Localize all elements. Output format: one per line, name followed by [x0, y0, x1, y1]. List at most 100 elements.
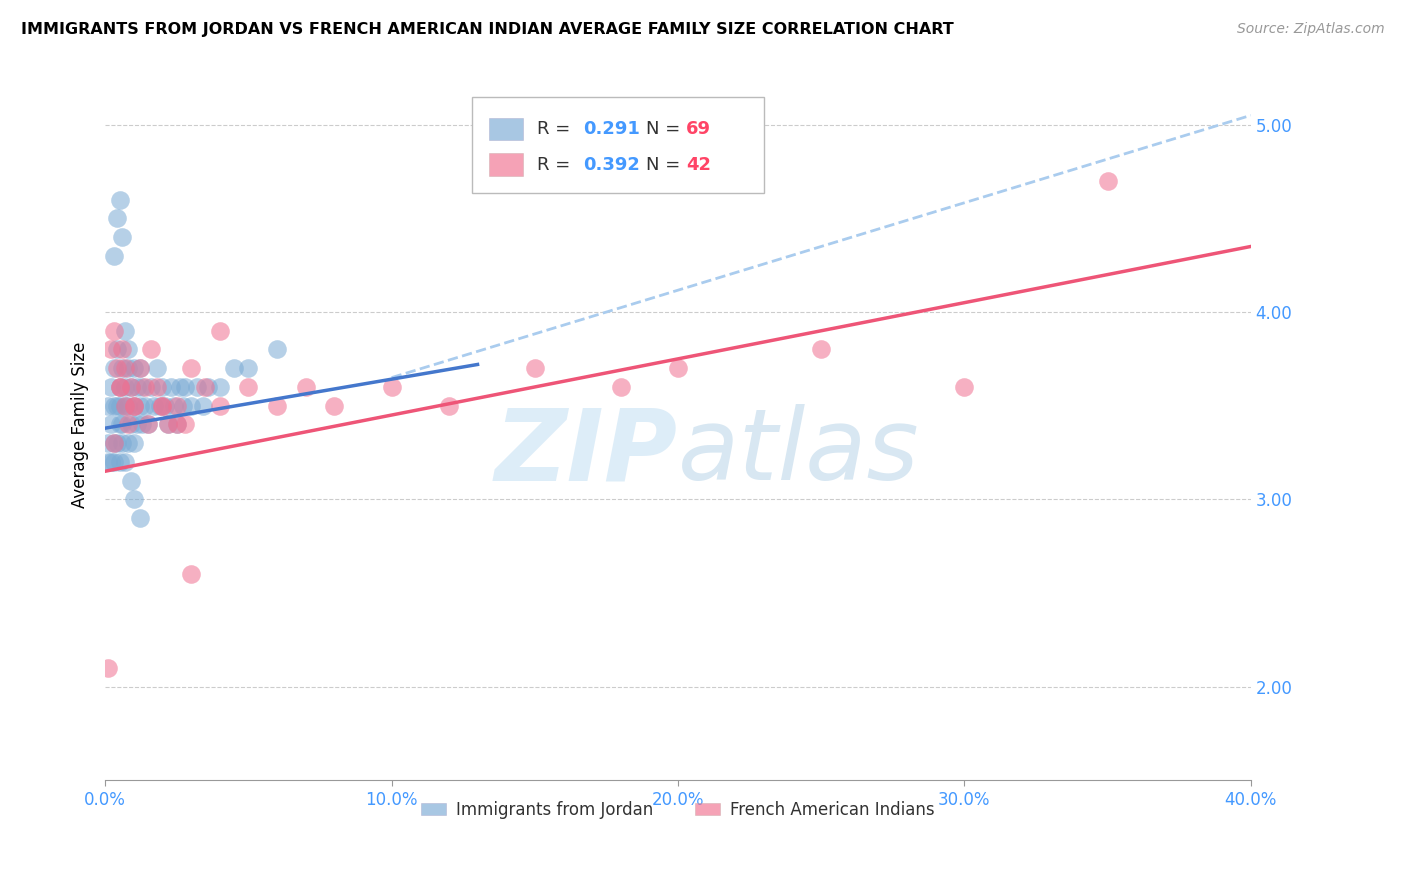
Point [191, 399, 214, 413]
Point [108, 380, 131, 394]
Point [139, 343, 162, 357]
Text: Source: ZipAtlas.com: Source: ZipAtlas.com [1237, 22, 1385, 37]
Point [152, 399, 174, 413]
Point [128, 361, 150, 376]
Point [97, 436, 120, 450]
Point [103, 361, 125, 376]
Point [117, 361, 139, 376]
Point [122, 399, 145, 413]
Point [117, 417, 139, 432]
Point [122, 399, 145, 413]
Point [122, 361, 145, 376]
Point [103, 399, 125, 413]
Point [128, 361, 150, 376]
Point [134, 380, 156, 394]
Text: IMMIGRANTS FROM JORDAN VS FRENCH AMERICAN INDIAN AVERAGE FAMILY SIZE CORRELATION: IMMIGRANTS FROM JORDAN VS FRENCH AMERICA… [21, 22, 953, 37]
Point [103, 436, 125, 450]
Point [108, 380, 131, 394]
Point [194, 380, 217, 394]
Point [152, 399, 174, 413]
Text: 69: 69 [686, 120, 711, 138]
Text: N =: N = [645, 155, 686, 174]
Point [117, 436, 139, 450]
Point [152, 380, 174, 394]
Point [103, 249, 125, 263]
Point [122, 436, 145, 450]
Point [105, 211, 128, 226]
Point [100, 343, 122, 357]
Point [160, 380, 183, 394]
Point [131, 417, 153, 432]
Point [523, 361, 546, 376]
Point [174, 380, 197, 394]
Point [180, 361, 202, 376]
Text: 0.392: 0.392 [583, 155, 640, 174]
Text: 0.291: 0.291 [583, 120, 640, 138]
Point [114, 455, 136, 469]
Point [953, 380, 976, 394]
Point [166, 417, 188, 432]
Point [122, 399, 145, 413]
Point [125, 417, 148, 432]
FancyBboxPatch shape [489, 153, 523, 176]
Point [134, 399, 156, 413]
Point [609, 380, 631, 394]
Text: R =: R = [537, 155, 576, 174]
Point [238, 380, 260, 394]
Point [117, 399, 139, 413]
Point [103, 436, 125, 450]
Point [111, 417, 134, 432]
Point [145, 361, 167, 376]
Point [208, 324, 231, 338]
Point [117, 343, 139, 357]
Point [103, 324, 125, 338]
Legend: Immigrants from Jordan, French American Indians: Immigrants from Jordan, French American … [415, 794, 942, 825]
Point [157, 417, 180, 432]
Y-axis label: Average Family Size: Average Family Size [72, 342, 89, 508]
Point [437, 399, 460, 413]
Point [381, 380, 404, 394]
Point [122, 492, 145, 507]
Point [208, 399, 231, 413]
Point [120, 380, 142, 394]
Point [114, 380, 136, 394]
Point [105, 436, 128, 450]
Point [180, 399, 202, 413]
Point [108, 455, 131, 469]
Point [266, 343, 288, 357]
Point [105, 399, 128, 413]
Point [1097, 174, 1119, 188]
Point [131, 380, 153, 394]
Text: R =: R = [537, 120, 576, 138]
Text: ZIP: ZIP [495, 404, 678, 501]
Point [111, 343, 134, 357]
Point [145, 380, 167, 394]
Point [97, 661, 120, 675]
Point [108, 193, 131, 207]
Text: atlas: atlas [678, 404, 920, 501]
Point [111, 361, 134, 376]
Point [120, 380, 142, 394]
Point [120, 417, 142, 432]
Point [111, 230, 134, 244]
Point [186, 380, 208, 394]
Point [149, 399, 172, 413]
Point [128, 511, 150, 525]
Point [105, 343, 128, 357]
Point [114, 361, 136, 376]
Point [180, 567, 202, 582]
Point [97, 455, 120, 469]
FancyBboxPatch shape [472, 97, 763, 193]
Point [100, 455, 122, 469]
Point [128, 399, 150, 413]
Point [155, 399, 177, 413]
Point [266, 399, 288, 413]
Point [97, 399, 120, 413]
Point [108, 399, 131, 413]
Point [197, 380, 219, 394]
Point [111, 436, 134, 450]
Point [208, 380, 231, 394]
Point [139, 380, 162, 394]
Point [114, 324, 136, 338]
Point [222, 361, 245, 376]
